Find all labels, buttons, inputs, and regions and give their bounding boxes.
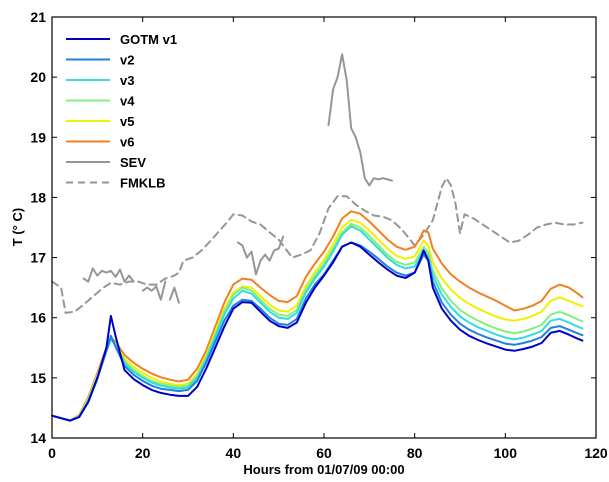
y-tick-label: 17 (30, 250, 46, 266)
x-tick-label: 100 (494, 445, 518, 461)
legend-label-fmklb: FMKLB (120, 176, 166, 191)
x-tick-label: 20 (135, 445, 151, 461)
ticks-layer: 0 20 40 60 80 100 120 14 15 16 17 18 19 20 21 (30, 9, 607, 461)
x-axis-label: Hours from 01/07/09 00:00 (243, 462, 404, 477)
y-tick-label: 20 (30, 69, 46, 85)
series-line-sev-seg-3 (236, 235, 285, 276)
x-tick-label: 0 (48, 445, 56, 461)
legend-label-v4: v4 (120, 94, 135, 109)
x-tick-label: 60 (316, 445, 332, 461)
legend: GOTM v1 v2 v3 v4 v5 v6 SEV FMKLB (66, 32, 177, 191)
y-axis-label: T (° C) (10, 208, 25, 246)
legend-label-v5: v5 (120, 114, 134, 129)
x-tick-label: 40 (226, 445, 242, 461)
y-tick-label: 14 (30, 430, 46, 446)
legend-label-sev: SEV (120, 155, 146, 170)
legend-label-v6: v6 (120, 135, 134, 150)
series-line-sev-seg-1 (141, 280, 167, 301)
series-line-gotm-v1 (51, 241, 584, 422)
y-tick-label: 15 (30, 370, 46, 386)
series-line-v3 (51, 225, 584, 422)
series-line-v6 (51, 210, 584, 422)
y-tick-label: 16 (30, 310, 46, 326)
y-tick-label: 18 (30, 189, 46, 205)
series-layer (51, 53, 584, 422)
series-line-fmklb (51, 177, 584, 314)
x-tick-label: 80 (407, 445, 423, 461)
legend-label-v3: v3 (120, 73, 134, 88)
legend-label-v2: v2 (120, 53, 134, 68)
series-line-v4 (51, 222, 584, 422)
series-line-sev-seg-2 (168, 286, 180, 304)
legend-label-gotm-v1: GOTM v1 (120, 32, 177, 47)
x-tick-label: 120 (584, 445, 608, 461)
series-line-sev-seg-4 (327, 53, 393, 187)
y-tick-label: 21 (30, 9, 46, 25)
series-line-sev-seg-0 (82, 267, 135, 283)
y-tick-label: 19 (30, 129, 46, 145)
series-line-v5 (51, 218, 584, 422)
